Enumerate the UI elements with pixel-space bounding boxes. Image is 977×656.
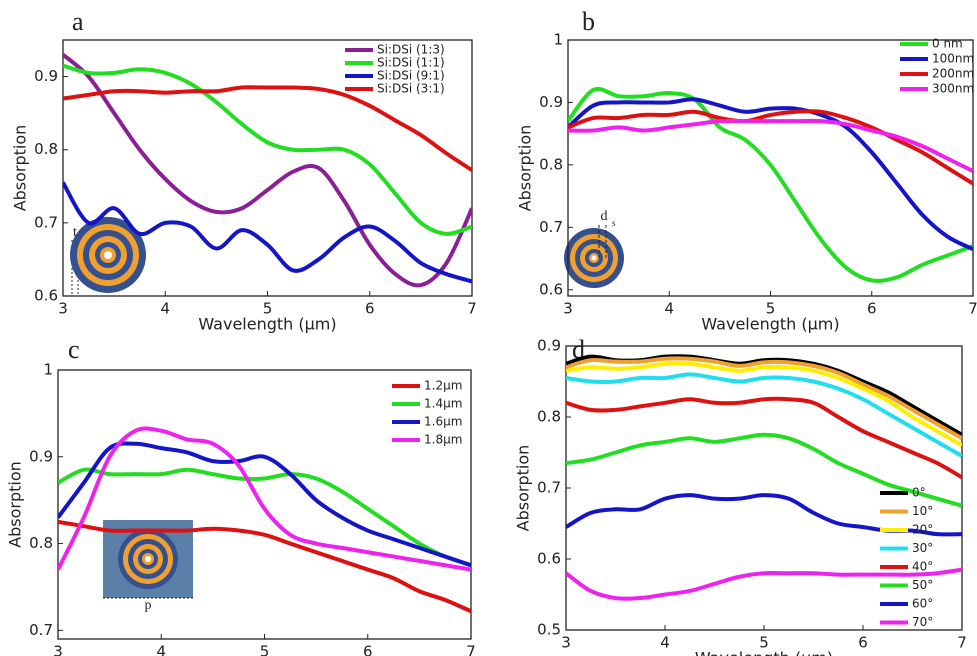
series-line (566, 396, 962, 480)
x-tick-label: 4 (660, 634, 670, 652)
legend-label: 10° (912, 504, 933, 518)
x-tick-label: 4 (156, 643, 166, 656)
x-axis-title: Wavelength (μm) (701, 315, 839, 334)
series-line (63, 181, 472, 284)
inset-c (103, 520, 193, 599)
legend-label: 50° (912, 578, 933, 592)
plot-lines (58, 426, 471, 614)
annotation: p (145, 598, 152, 613)
legend-label: 60° (912, 597, 933, 611)
x-tick-label: 4 (664, 300, 674, 318)
x-tick-label: 7 (957, 634, 967, 652)
x-tick-label: 5 (766, 300, 776, 318)
series-line (568, 86, 973, 283)
x-tick-label: 4 (160, 300, 170, 318)
annotation: d (601, 209, 608, 224)
series-line (566, 567, 962, 601)
y-tick-label: 0.8 (539, 155, 563, 173)
legend-label: Si:DSi (3:1) (377, 82, 445, 96)
series-line (566, 432, 962, 508)
legend-label: 200nm (932, 67, 974, 81)
series-line (63, 85, 472, 172)
legend-label: 20° (912, 523, 933, 537)
x-axis-title: Wavelength (μm) (198, 315, 336, 334)
x-tick-label: 3 (58, 300, 68, 318)
series-line (568, 109, 973, 186)
panel-label: b (582, 7, 595, 36)
x-tick-label: 6 (363, 643, 373, 656)
legend-label: Si:DSi (1:1) (377, 56, 445, 70)
legend-label: 1.8μm (424, 433, 462, 447)
y-tick-label: 0.6 (537, 550, 561, 568)
annotation: s (612, 218, 616, 228)
inset-a (70, 217, 146, 296)
legend-label: 40° (912, 560, 933, 574)
series-line (566, 356, 962, 441)
legend-label: 300nm (932, 82, 974, 96)
y-tick-label: 0.8 (537, 408, 561, 426)
y-tick-label: 1 (43, 361, 53, 379)
y-tick-label: 0.7 (29, 621, 53, 639)
y-tick-label: 0.9 (539, 93, 563, 111)
series-line (58, 519, 471, 614)
y-axis-title: Absorption (11, 125, 30, 212)
legend-label: 0° (912, 486, 926, 500)
x-tick-label: 7 (467, 300, 477, 318)
x-axis-title: Wavelength (μm) (695, 649, 833, 656)
y-tick-label: 0.7 (537, 479, 561, 497)
series-line (58, 467, 471, 568)
legend-label: 1.2μm (424, 379, 462, 393)
y-tick-label: 0.8 (29, 534, 53, 552)
x-tick-label: 3 (561, 634, 571, 652)
x-tick-label: 7 (968, 300, 977, 318)
series-line (58, 426, 471, 572)
y-axis-title: Absorption (514, 445, 533, 532)
inset-b (564, 225, 624, 288)
y-tick-label: 0.7 (34, 213, 58, 231)
y-tick-label: 0.7 (539, 218, 563, 236)
y-tick-label: 0.8 (34, 140, 58, 158)
plot-lines (566, 354, 962, 601)
plot-frame (57, 369, 472, 640)
plot-lines (568, 86, 973, 283)
panel-label: c (68, 335, 80, 364)
plot-lines (63, 53, 472, 288)
legend-label: 0 nm (932, 37, 963, 51)
series-line (568, 97, 973, 251)
x-tick-label: 6 (867, 300, 877, 318)
legend-label: Si:DSi (9:1) (377, 69, 445, 83)
legend-label: 30° (912, 541, 933, 555)
series-line (63, 53, 472, 288)
y-axis-title: Absorption (6, 461, 25, 548)
legend-label: Si:DSi (1:3) (377, 43, 445, 57)
y-tick-label: 0.6 (34, 287, 58, 305)
y-tick-label: 0.6 (539, 280, 563, 298)
x-tick-label: 5 (260, 643, 270, 656)
x-tick-label: 3 (53, 643, 63, 656)
series-line (566, 372, 962, 458)
annotation: t (73, 225, 77, 240)
y-tick-label: 0.9 (537, 337, 561, 355)
series-line (63, 63, 472, 236)
y-axis-title: Absorption (516, 125, 535, 212)
x-tick-label: 6 (365, 300, 375, 318)
legend-label: 1.6μm (424, 415, 462, 429)
series-line (566, 361, 962, 448)
x-tick-label: 7 (466, 643, 476, 656)
series-line (58, 441, 471, 568)
legend-label: 70° (912, 615, 933, 629)
y-tick-label: 0.9 (29, 447, 53, 465)
panel-label: a (72, 7, 84, 36)
x-tick-label: 5 (759, 634, 769, 652)
x-tick-label: 3 (563, 300, 573, 318)
legend-label: 1.4μm (424, 397, 462, 411)
series-line (568, 118, 973, 173)
x-tick-label: 6 (858, 634, 868, 652)
y-tick-label: 0.9 (34, 67, 58, 85)
y-tick-label: 1 (553, 31, 563, 49)
x-tick-label: 5 (263, 300, 273, 318)
y-tick-label: 0.5 (537, 621, 561, 639)
legend-label: 100nm (932, 52, 974, 66)
